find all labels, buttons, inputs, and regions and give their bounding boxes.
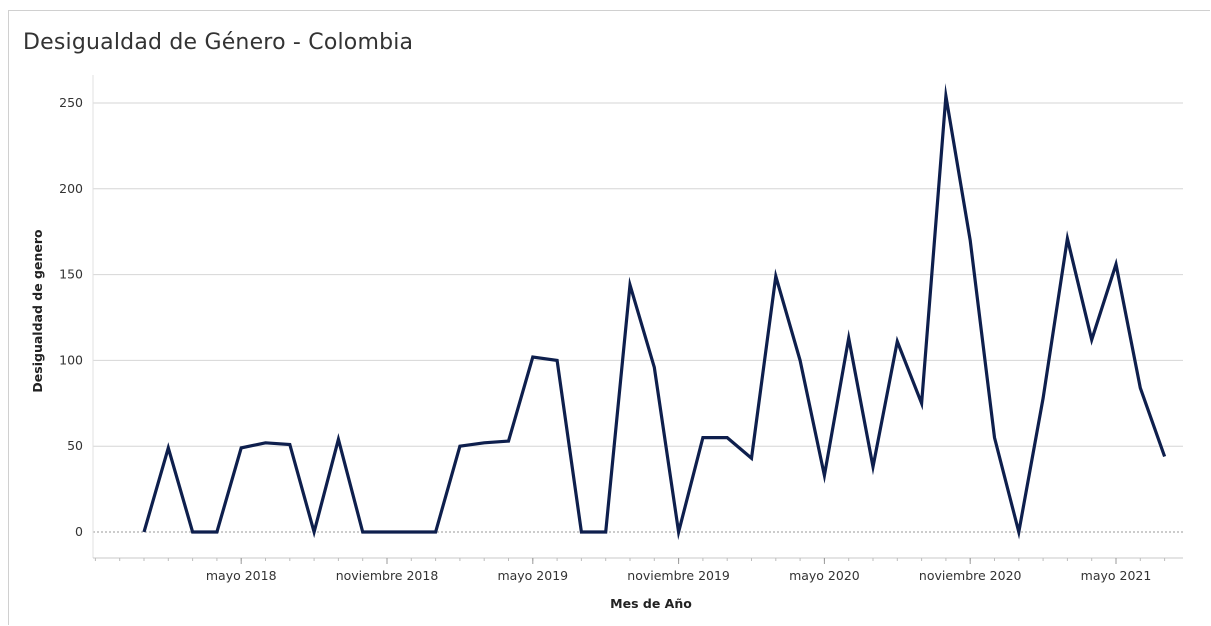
y-tick-label: 0 (75, 524, 83, 539)
chart-frame (8, 10, 1210, 625)
y-tick-label: 100 (59, 352, 83, 367)
y-tick-label: 150 (59, 267, 83, 282)
chart-title: Desigualdad de Género - Colombia (23, 30, 414, 55)
x-tick-label: noviembre 2018 (336, 568, 439, 583)
x-axis-title: Mes de Año (610, 596, 692, 611)
x-axis: mayo 2018 noviembre 2018 mayo 2019 noviembr… (93, 557, 1183, 583)
y-tick-labels: 0 50 100 150 200 250 (59, 95, 83, 539)
series-line (142, 83, 1167, 541)
x-tick-label: mayo 2021 (1081, 568, 1152, 583)
x-tick-label: noviembre 2020 (919, 568, 1022, 583)
x-tick-label: mayo 2018 (206, 568, 277, 583)
y-tick-label: 250 (59, 95, 83, 110)
y-tick-label: 50 (67, 438, 83, 453)
series-lines (142, 83, 1167, 541)
x-tick-label: mayo 2019 (497, 568, 568, 583)
y-tick-label: 200 (59, 181, 83, 196)
gridlines (92, 75, 1183, 558)
y-axis-title: Desigualdad de genero (30, 229, 45, 393)
x-tick-label: mayo 2020 (789, 568, 860, 583)
x-tick-label: noviembre 2019 (627, 568, 730, 583)
